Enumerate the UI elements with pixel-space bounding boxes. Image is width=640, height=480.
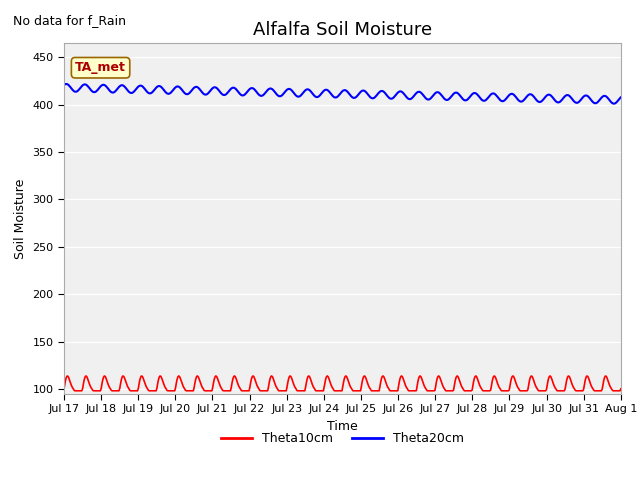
Text: No data for f_Rain: No data for f_Rain [13, 14, 126, 27]
Legend: Theta10cm, Theta20cm: Theta10cm, Theta20cm [216, 427, 469, 450]
Y-axis label: Soil Moisture: Soil Moisture [14, 178, 27, 259]
Title: Alfalfa Soil Moisture: Alfalfa Soil Moisture [253, 21, 432, 39]
X-axis label: Time: Time [327, 420, 358, 432]
Text: TA_met: TA_met [75, 61, 126, 74]
